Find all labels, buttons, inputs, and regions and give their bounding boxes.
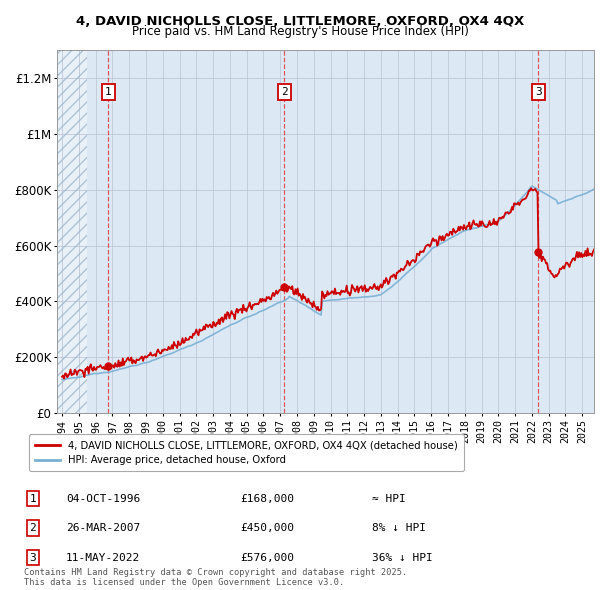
Legend: 4, DAVID NICHOLLS CLOSE, LITTLEMORE, OXFORD, OX4 4QX (detached house), HPI: Aver: 4, DAVID NICHOLLS CLOSE, LITTLEMORE, OXF…: [29, 434, 464, 471]
Bar: [57, 50, 87, 413]
Text: 3: 3: [29, 553, 37, 562]
Text: 1: 1: [105, 87, 112, 97]
Text: £450,000: £450,000: [240, 523, 294, 533]
Text: 8% ↓ HPI: 8% ↓ HPI: [372, 523, 426, 533]
Text: 3: 3: [535, 87, 541, 97]
Bar: [57, 50, 87, 413]
Text: 2: 2: [281, 87, 287, 97]
Text: 4, DAVID NICHOLLS CLOSE, LITTLEMORE, OXFORD, OX4 4QX: 4, DAVID NICHOLLS CLOSE, LITTLEMORE, OXF…: [76, 15, 524, 28]
Text: 04-OCT-1996: 04-OCT-1996: [66, 494, 140, 503]
Text: £168,000: £168,000: [240, 494, 294, 503]
Text: 36% ↓ HPI: 36% ↓ HPI: [372, 553, 433, 562]
Text: ≈ HPI: ≈ HPI: [372, 494, 406, 503]
Text: £576,000: £576,000: [240, 553, 294, 562]
Text: 11-MAY-2022: 11-MAY-2022: [66, 553, 140, 562]
Text: 2: 2: [29, 523, 37, 533]
Text: Contains HM Land Registry data © Crown copyright and database right 2025.
This d: Contains HM Land Registry data © Crown c…: [24, 568, 407, 587]
Text: 1: 1: [29, 494, 37, 503]
Text: 26-MAR-2007: 26-MAR-2007: [66, 523, 140, 533]
Text: Price paid vs. HM Land Registry's House Price Index (HPI): Price paid vs. HM Land Registry's House …: [131, 25, 469, 38]
